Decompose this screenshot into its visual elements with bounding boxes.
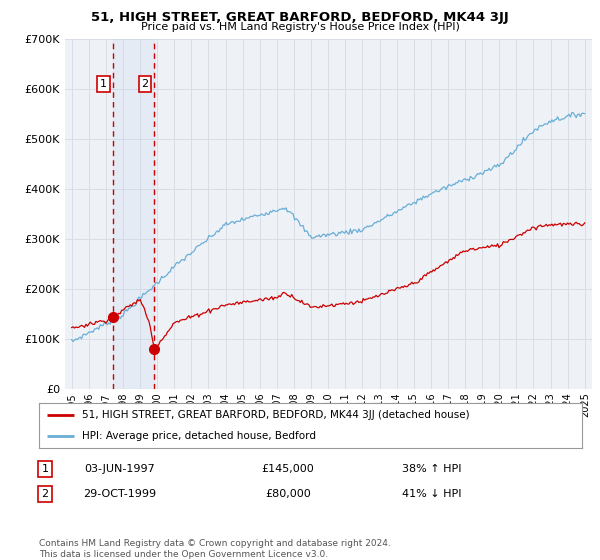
Text: 51, HIGH STREET, GREAT BARFORD, BEDFORD, MK44 3JJ (detached house): 51, HIGH STREET, GREAT BARFORD, BEDFORD,…: [82, 410, 470, 421]
Text: 2: 2: [141, 79, 148, 89]
Text: 03-JUN-1997: 03-JUN-1997: [85, 464, 155, 474]
Text: 29-OCT-1999: 29-OCT-1999: [83, 489, 157, 499]
Text: 2: 2: [41, 489, 49, 499]
Text: 51, HIGH STREET, GREAT BARFORD, BEDFORD, MK44 3JJ: 51, HIGH STREET, GREAT BARFORD, BEDFORD,…: [91, 11, 509, 24]
Text: HPI: Average price, detached house, Bedford: HPI: Average price, detached house, Bedf…: [82, 431, 316, 441]
Text: Price paid vs. HM Land Registry's House Price Index (HPI): Price paid vs. HM Land Registry's House …: [140, 22, 460, 32]
Text: Contains HM Land Registry data © Crown copyright and database right 2024.
This d: Contains HM Land Registry data © Crown c…: [39, 539, 391, 559]
Text: 1: 1: [100, 79, 107, 89]
Text: £145,000: £145,000: [262, 464, 314, 474]
Text: 38% ↑ HPI: 38% ↑ HPI: [402, 464, 462, 474]
Text: 41% ↓ HPI: 41% ↓ HPI: [402, 489, 462, 499]
Text: 1: 1: [41, 464, 49, 474]
Bar: [113, 39, 154, 389]
Text: £80,000: £80,000: [265, 489, 311, 499]
